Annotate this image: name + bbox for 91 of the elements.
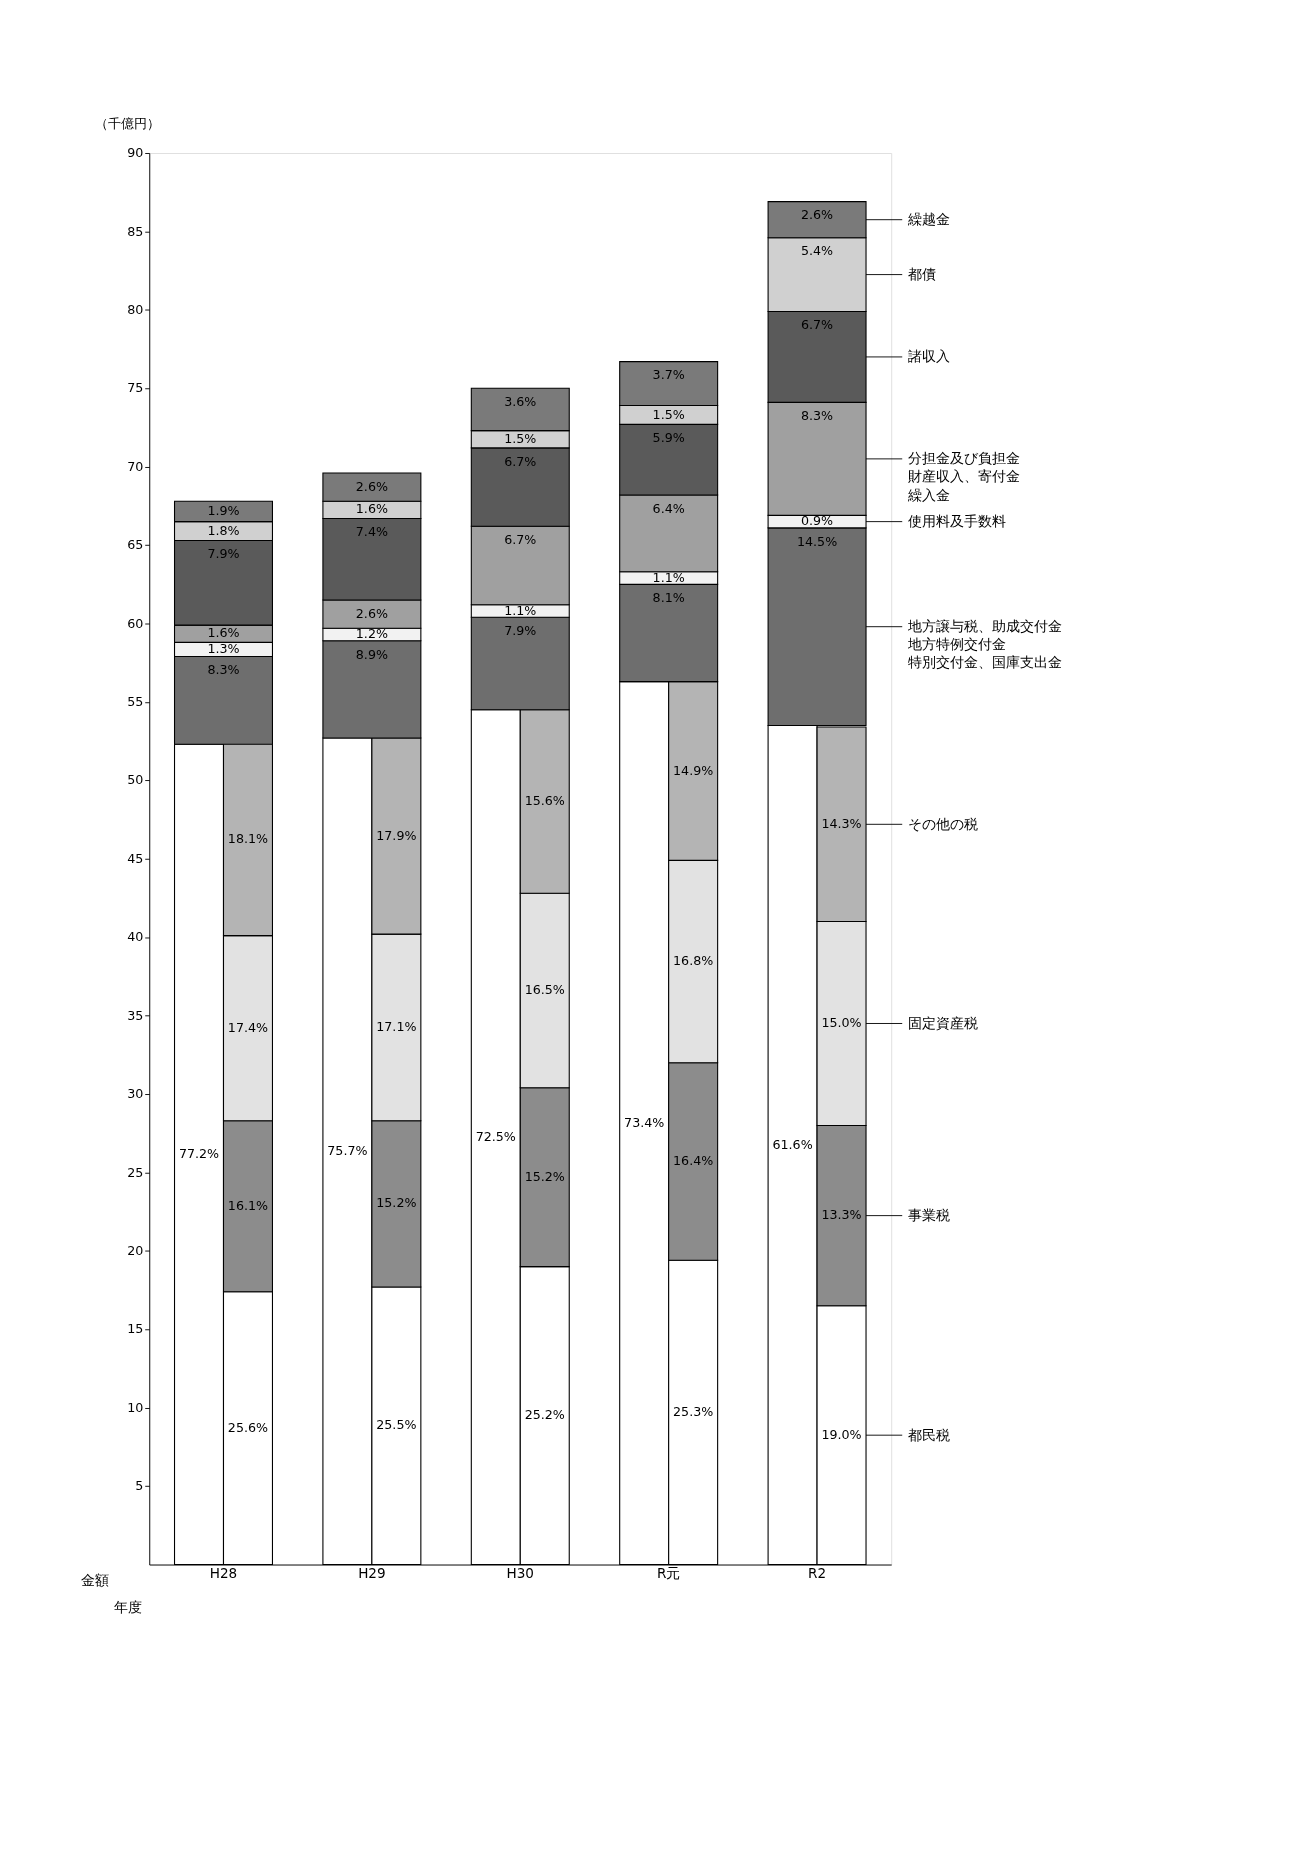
y-tick-label: 45 (127, 850, 144, 866)
annotation: 72.5% (475, 1128, 516, 1144)
legend-label: 使用料及手数料 (907, 513, 1006, 530)
annotation: 19.0% (821, 1426, 862, 1442)
annotation: 25.3% (673, 1404, 714, 1420)
y-tick-label: 85 (127, 223, 144, 239)
annotation: 17.9% (376, 827, 417, 843)
annotation: 73.4% (624, 1114, 665, 1130)
annotation: 8.9% (355, 646, 388, 662)
annotation: 1.5% (652, 406, 685, 422)
annotation: 6.7% (504, 453, 537, 469)
y-tick-label: 70 (127, 458, 144, 474)
annotation: 25.2% (524, 1407, 565, 1423)
annotation: 1.1% (504, 602, 537, 618)
annotation: 2.6% (355, 605, 388, 621)
annotation: 14.5% (796, 533, 838, 549)
legend-label: 繰越金 (906, 211, 950, 228)
x-tick-label: H30 (506, 1564, 535, 1581)
annotation: 5.4% (800, 243, 834, 259)
annotation: 14.3% (821, 815, 862, 831)
annotation: 7.9% (504, 623, 537, 639)
y-tick-label: 25 (127, 1164, 144, 1180)
annotation: 16.4% (673, 1153, 714, 1169)
annotation: 15.2% (524, 1168, 565, 1184)
annotation: 8.3% (207, 662, 240, 678)
annotation: 7.4% (355, 524, 388, 540)
y-tick-label: 35 (127, 1007, 144, 1023)
annotation: 17.4% (227, 1019, 269, 1035)
annotation: 1.8% (207, 522, 240, 538)
annotation: 5.9% (652, 430, 685, 446)
annotation: 18.1% (227, 830, 269, 846)
y-tick-label: 65 (127, 537, 144, 553)
y-tick-label: 55 (127, 694, 144, 710)
annotation: 75.7% (327, 1142, 368, 1158)
annotation: 7.9% (207, 546, 240, 562)
legend-label: 固定資産税 (907, 1015, 978, 1032)
y-tick-label: 30 (127, 1086, 144, 1102)
annotation: 25.5% (376, 1417, 417, 1433)
legend-label: 事業税 (907, 1207, 950, 1224)
legend-label: 地方譲与税、助成交付金地方特例交付金特別交付金、国庫支出金 (906, 618, 1062, 671)
y-tick-label: 5 (135, 1478, 144, 1494)
annotation: 1.9% (207, 503, 240, 519)
annotation: 1.5% (504, 430, 537, 446)
annotation: 15.2% (376, 1195, 417, 1211)
y-tick-label: 15 (127, 1321, 144, 1337)
annotation: 61.6% (772, 1136, 813, 1152)
y-tick-label: 60 (127, 615, 144, 631)
annotation: 3.6% (504, 394, 537, 410)
annotation: 3.7% (652, 367, 685, 383)
legend-label: その他の税 (907, 815, 978, 832)
annotation: 16.1% (227, 1197, 269, 1213)
y-tick-label: 50 (127, 772, 144, 788)
x-tick-label: R2 (808, 1564, 827, 1581)
x-axis-title: 年度 (113, 1599, 142, 1616)
annotation: 2.6% (800, 207, 834, 223)
annotation: 2.6% (355, 478, 388, 494)
annotation: 1.1% (652, 569, 685, 585)
annotation: 6.4% (652, 500, 685, 516)
annotation: 13.3% (821, 1207, 862, 1223)
annotation: 1.3% (207, 641, 240, 657)
annotation: 15.0% (821, 1015, 862, 1031)
annotation: 8.1% (652, 590, 685, 606)
y-tick-label: 20 (127, 1242, 144, 1258)
annotation: 16.8% (673, 953, 714, 969)
x-tick-label: R元 (656, 1564, 681, 1581)
x-tick-label: H28 (209, 1564, 238, 1581)
annotation: 1.6% (355, 501, 388, 517)
annotation: 0.9% (800, 513, 834, 529)
y-tick-label: 10 (127, 1399, 144, 1415)
y-axis-title: （千億円） (95, 116, 161, 132)
x-tick-label: H29 (358, 1564, 386, 1581)
annotation: 1.2% (355, 626, 388, 642)
legend-label: 分担金及び負担金財産収入、寄付金繰入金 (906, 450, 1020, 503)
annotation: 8.3% (800, 408, 834, 424)
y-tick-label: 80 (127, 301, 144, 317)
text: 金額 (81, 1572, 110, 1589)
y-tick-label: 90 (127, 145, 144, 161)
legend-label: 諸収入 (907, 348, 950, 365)
annotation: 17.1% (376, 1019, 417, 1035)
annotation: 77.2% (178, 1146, 220, 1162)
annotation: 6.7% (504, 532, 537, 548)
annotation: 14.9% (673, 762, 714, 778)
annotation: 6.7% (800, 317, 834, 333)
legend-label: 都債 (907, 266, 936, 283)
annotation: 1.6% (207, 625, 240, 641)
y-tick-label: 40 (127, 929, 144, 945)
annotation: 16.5% (524, 982, 565, 998)
y-tick-label: 75 (127, 380, 144, 396)
annotation: 15.6% (524, 793, 565, 809)
legend-label: 都民税 (907, 1426, 950, 1443)
annotation: 25.6% (227, 1419, 269, 1435)
